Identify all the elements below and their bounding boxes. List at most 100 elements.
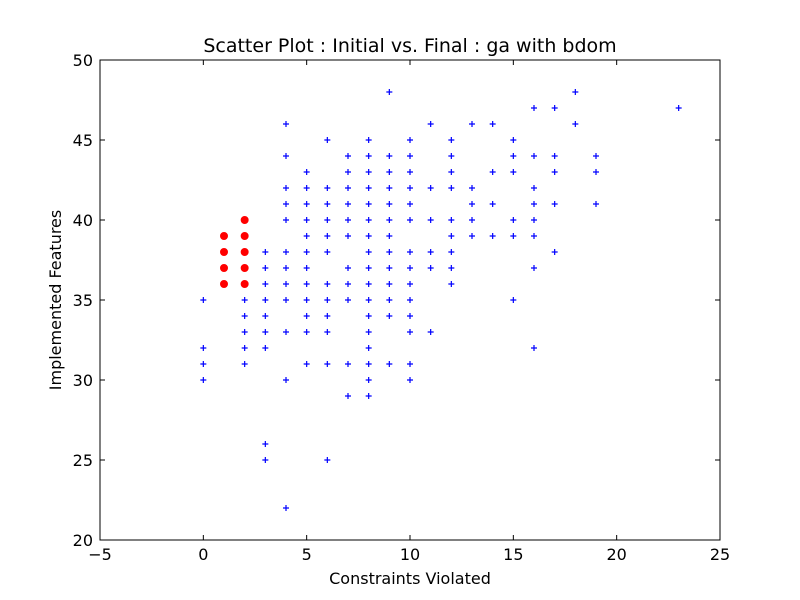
data-point [448, 249, 455, 255]
data-point [510, 153, 517, 159]
x-tick-label: 10 [400, 545, 420, 564]
data-point [448, 185, 455, 191]
data-point [489, 201, 496, 207]
data-point [386, 169, 393, 175]
data-point [345, 169, 351, 175]
data-point [551, 105, 558, 111]
data-point [283, 201, 289, 207]
data-point [551, 169, 558, 175]
data-point [365, 393, 372, 399]
chart-title: Scatter Plot : Initial vs. Final : ga wi… [203, 35, 616, 57]
data-point [200, 297, 207, 303]
y-tick-label: 30 [73, 371, 93, 390]
data-point [551, 249, 558, 255]
data-point [345, 153, 351, 159]
data-point [241, 345, 248, 351]
data-point [572, 89, 579, 95]
data-point [324, 457, 331, 463]
data-point [386, 361, 393, 367]
data-point [283, 265, 289, 271]
data-point [386, 89, 393, 95]
data-point [262, 265, 269, 271]
data-point [365, 233, 372, 239]
data-point [345, 297, 351, 303]
data-point [345, 281, 351, 287]
data-point [427, 329, 434, 335]
data-point [324, 217, 331, 223]
data-point [262, 345, 269, 351]
data-point [407, 281, 413, 287]
data-point [365, 185, 372, 191]
data-point [365, 313, 372, 319]
data-point [407, 329, 413, 335]
data-point [675, 105, 682, 111]
data-point [531, 185, 537, 191]
data-point [365, 377, 372, 383]
data-point [283, 185, 289, 191]
data-point [303, 265, 310, 271]
data-point [262, 249, 269, 255]
data-point [427, 217, 434, 223]
data-point [469, 217, 475, 223]
data-point [220, 232, 228, 240]
data-point [220, 264, 228, 272]
data-point [407, 201, 413, 207]
data-point [345, 185, 351, 191]
data-point [448, 265, 455, 271]
data-point [469, 185, 475, 191]
data-point [240, 280, 249, 288]
data-point [469, 233, 475, 239]
data-point [469, 121, 475, 127]
x-tick-label: −5 [88, 545, 112, 564]
data-point [407, 185, 413, 191]
data-point [241, 329, 248, 335]
x-tick-label: 0 [198, 545, 208, 564]
y-tick-label: 40 [73, 211, 93, 230]
data-point [427, 121, 434, 127]
data-point [200, 345, 207, 351]
data-point [531, 345, 537, 351]
data-point [283, 297, 289, 303]
data-point [324, 233, 331, 239]
data-point [551, 153, 558, 159]
data-point [510, 169, 517, 175]
data-point [427, 249, 434, 255]
data-point [386, 297, 393, 303]
data-point [572, 121, 579, 127]
data-point [241, 297, 248, 303]
data-point [240, 248, 249, 256]
data-point [407, 217, 413, 223]
data-point [407, 265, 413, 271]
data-point [510, 137, 517, 143]
data-point [365, 329, 372, 335]
x-tick-label: 20 [606, 545, 626, 564]
data-point [303, 281, 310, 287]
data-point [386, 249, 393, 255]
data-point [407, 169, 413, 175]
data-point [283, 505, 289, 511]
data-point [386, 233, 393, 239]
y-tick-label: 35 [73, 291, 93, 310]
data-point [407, 153, 413, 159]
data-point [365, 217, 372, 223]
data-point [283, 329, 289, 335]
data-point [593, 153, 599, 159]
data-point [220, 280, 228, 288]
data-point [240, 264, 249, 272]
data-point [303, 201, 310, 207]
data-point [303, 169, 310, 175]
data-point [531, 105, 537, 111]
data-point [200, 377, 207, 383]
data-point [407, 249, 413, 255]
data-point [386, 201, 393, 207]
data-point [448, 233, 455, 239]
data-point [262, 457, 269, 463]
y-tick-label: 45 [73, 131, 93, 150]
data-point [510, 217, 517, 223]
data-point [345, 393, 351, 399]
data-point [531, 265, 537, 271]
data-point [303, 313, 310, 319]
data-point [345, 217, 351, 223]
data-point [407, 137, 413, 143]
